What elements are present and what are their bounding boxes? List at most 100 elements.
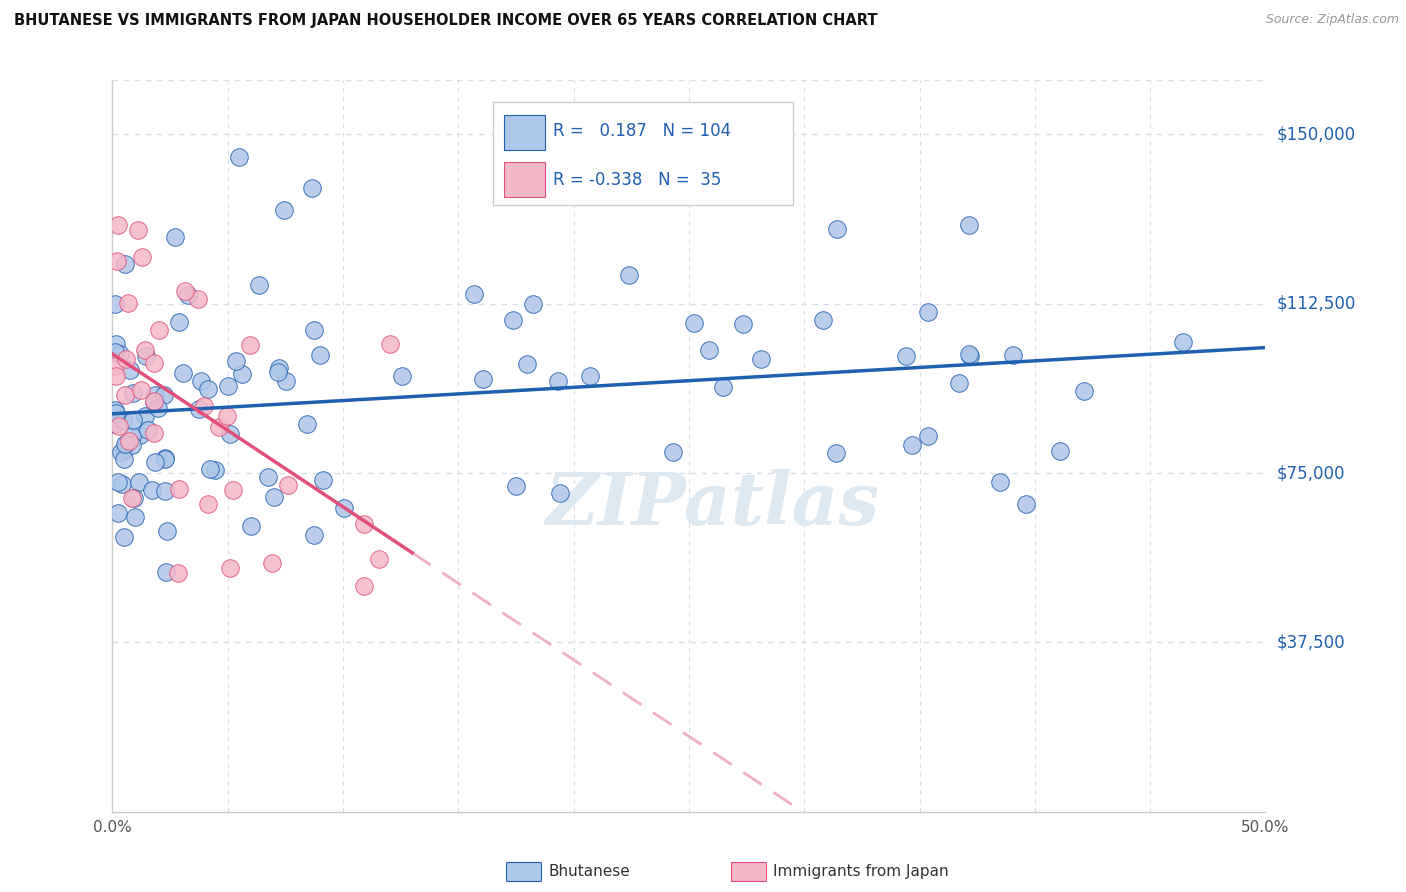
Point: [198, 462, 221, 476]
Point: [114, 437, 136, 451]
Point: [959, 349, 981, 363]
Point: [124, 510, 146, 524]
Point: [187, 401, 209, 416]
Point: [711, 380, 734, 394]
Bar: [505, 162, 544, 197]
Point: [107, 218, 129, 232]
Point: [948, 376, 970, 390]
Point: [957, 347, 980, 361]
Point: [217, 409, 239, 423]
Text: Source: ZipAtlas.com: Source: ZipAtlas.com: [1265, 13, 1399, 27]
Point: [917, 304, 939, 318]
Point: [617, 268, 640, 282]
Text: $75,000: $75,000: [1277, 464, 1346, 482]
Point: [1073, 384, 1095, 398]
Point: [219, 560, 242, 574]
Point: [505, 478, 527, 492]
Point: [308, 348, 330, 362]
Point: [260, 556, 283, 570]
Point: [112, 442, 135, 457]
Point: [463, 287, 485, 301]
Point: [367, 552, 389, 566]
Point: [901, 438, 924, 452]
Point: [333, 500, 356, 515]
Point: [824, 445, 846, 459]
Point: [304, 323, 326, 337]
Point: [208, 420, 231, 434]
Point: [579, 369, 602, 384]
Point: [231, 367, 253, 381]
Point: [472, 372, 495, 386]
Point: [239, 518, 262, 533]
Point: [165, 230, 187, 244]
Point: [134, 343, 156, 357]
Point: [128, 428, 150, 442]
Point: [156, 524, 179, 538]
Point: [104, 403, 127, 417]
Point: [1002, 348, 1025, 362]
Point: [256, 470, 278, 484]
Point: [228, 150, 250, 164]
Point: [522, 296, 544, 310]
Point: [115, 437, 138, 451]
Point: [267, 360, 290, 375]
Text: Bhutanese: Bhutanese: [548, 864, 630, 879]
Point: [114, 387, 136, 401]
Point: [547, 375, 569, 389]
Point: [142, 425, 165, 440]
Point: [197, 497, 219, 511]
Point: [217, 379, 239, 393]
Point: [167, 315, 190, 329]
Point: [128, 475, 150, 490]
Point: [105, 406, 128, 420]
Point: [662, 445, 685, 459]
Point: [749, 351, 772, 366]
Point: [697, 343, 720, 357]
Point: [239, 338, 262, 352]
Point: [155, 451, 177, 466]
Text: Immigrants from Japan: Immigrants from Japan: [773, 864, 949, 879]
Point: [104, 359, 127, 374]
Point: [295, 417, 318, 432]
Point: [108, 419, 131, 434]
Point: [104, 345, 127, 359]
Point: [312, 473, 335, 487]
Point: [222, 483, 245, 497]
Text: R = -0.338   N =  35: R = -0.338 N = 35: [553, 171, 721, 189]
Point: [172, 366, 194, 380]
Point: [988, 475, 1011, 489]
Point: [111, 476, 134, 491]
Point: [129, 383, 152, 397]
Point: [110, 445, 132, 459]
Point: [380, 337, 402, 351]
Point: [263, 490, 285, 504]
Point: [127, 223, 149, 237]
Point: [957, 218, 980, 232]
Point: [153, 450, 176, 465]
Point: [502, 313, 524, 327]
Point: [225, 354, 247, 368]
Point: [145, 388, 167, 402]
Point: [107, 506, 129, 520]
Text: ZIPatlas: ZIPatlas: [546, 469, 879, 540]
Point: [177, 287, 200, 301]
Point: [143, 395, 166, 409]
Point: [731, 317, 754, 331]
Point: [146, 401, 169, 415]
Point: [136, 423, 159, 437]
Point: [104, 417, 127, 432]
Point: [153, 483, 176, 498]
Point: [190, 374, 212, 388]
Text: $150,000: $150,000: [1277, 126, 1355, 144]
Point: [118, 434, 141, 449]
Point: [141, 483, 163, 498]
Point: [114, 352, 136, 367]
Point: [825, 221, 848, 235]
Point: [204, 463, 226, 477]
FancyBboxPatch shape: [494, 103, 793, 204]
Point: [118, 363, 141, 377]
Point: [174, 285, 197, 299]
Point: [302, 527, 325, 541]
Point: [167, 483, 190, 497]
Point: [301, 180, 323, 194]
